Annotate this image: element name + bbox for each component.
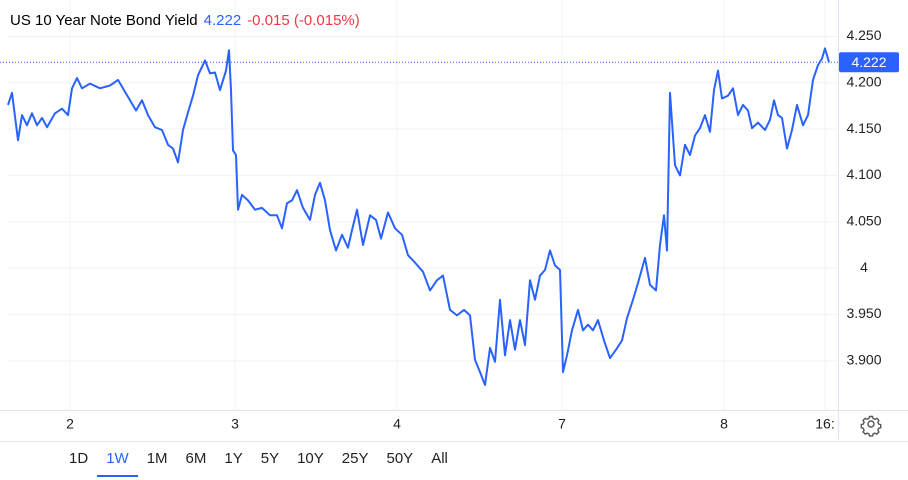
x-tick-label: 7 bbox=[558, 416, 566, 432]
x-tick-label: 8 bbox=[720, 416, 728, 432]
range-bar: 1D 1W 1M 6M 1Y 5Y 10Y 25Y 50Y All bbox=[60, 446, 457, 477]
y-tick-label: 3.950 bbox=[846, 305, 881, 321]
price-line bbox=[7, 47, 830, 386]
range-button[interactable]: 1W bbox=[97, 446, 138, 477]
last-value: 4.222 bbox=[203, 12, 242, 29]
y-tick-label: 4.100 bbox=[846, 166, 881, 182]
x-tick-label: 2 bbox=[66, 416, 74, 432]
range-button[interactable]: 1D bbox=[69, 450, 89, 467]
last-value-box bbox=[839, 52, 899, 73]
range-button[interactable]: 25Y bbox=[341, 450, 369, 467]
y-tick-label: 3.900 bbox=[846, 352, 881, 368]
change: -0.015 (-0.015%) bbox=[247, 12, 360, 29]
y-tick-label: 4.250 bbox=[846, 27, 881, 43]
x-tick-label: 3 bbox=[231, 416, 239, 432]
title: US 10 Year Note Bond Yield bbox=[10, 12, 198, 29]
range-button[interactable]: 1M bbox=[146, 450, 168, 467]
range-button[interactable]: 50Y bbox=[386, 450, 414, 467]
x-tick-label: 16: bbox=[815, 416, 834, 432]
settings-icon[interactable] bbox=[860, 415, 882, 437]
header: US 10 Year Note Bond Yield 4.222 -0.015 (-… bbox=[10, 12, 366, 29]
range-button[interactable]: 5Y bbox=[260, 450, 280, 467]
range-button[interactable]: 1Y bbox=[224, 450, 243, 467]
range-button[interactable]: All bbox=[431, 450, 448, 467]
y-tick-label: 4.050 bbox=[846, 212, 881, 228]
plot-layer: 4.250 4.200 4.150 4.100 4.050 4 3.950 3.900 2 3 4 7… bbox=[0, 0, 899, 432]
x-tick-label: 4 bbox=[393, 416, 401, 432]
last-value-label: 4.222 bbox=[851, 54, 886, 70]
y-tick-label: 4 bbox=[860, 259, 868, 275]
y-tick-label: 4.150 bbox=[846, 120, 881, 136]
range-button[interactable]: 6M bbox=[185, 450, 207, 467]
y-tick-label: 4.200 bbox=[846, 73, 881, 89]
range-button[interactable]: 10Y bbox=[297, 450, 324, 467]
